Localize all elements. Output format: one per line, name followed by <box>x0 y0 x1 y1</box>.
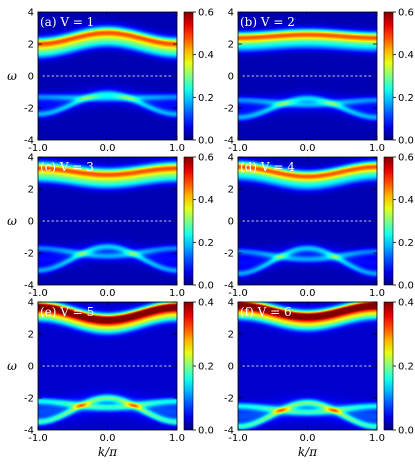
y-tick-label: 4 <box>228 298 234 309</box>
y-axis-label: ω <box>7 69 17 83</box>
panel-1: -4 -2 0 2 4 -1.0 0.0 1.0 (a) V = 1 ω 0.0 0.2 0.4 0.6 <box>7 8 214 155</box>
x-tick-label: 0.0 <box>100 288 116 299</box>
colorbar-tick-label: 0.4 <box>398 298 414 309</box>
panel-4: -4 -2 0 2 4 -1.0 0.0 1.0 (d) V = 4 0.0 0.2 0.4 0.6 <box>224 153 414 300</box>
y-tick-label: -2 <box>24 104 34 115</box>
panel-2: -4 -2 0 2 4 -1.0 0.0 1.0 (b) V = 2 0.0 0.2 0.4 0.6 <box>224 8 414 155</box>
x-tick-label: 0.0 <box>300 288 316 299</box>
panel-label: (c) V = 3 <box>40 160 94 174</box>
x-tick-label: 0.0 <box>100 433 116 444</box>
colorbar-tick-label: 0.2 <box>198 238 214 249</box>
x-tick-label: -1.0 <box>28 143 48 154</box>
y-tick-label: -2 <box>224 394 234 405</box>
y-tick-label: -4 <box>24 281 34 292</box>
y-tick-label: 4 <box>228 8 234 19</box>
colorbar-tick-label: 0.6 <box>398 8 414 19</box>
colorbar-tick-label: 0.2 <box>398 362 414 373</box>
x-tick-label: -1.0 <box>28 288 48 299</box>
y-tick-label: -4 <box>224 426 234 437</box>
y-tick-label: 2 <box>228 40 234 51</box>
x-tick-label: 1.0 <box>169 143 185 154</box>
y-tick-label: 4 <box>28 298 34 309</box>
colorbar-tick-label: 0.4 <box>198 50 214 61</box>
colorbar <box>183 301 194 431</box>
x-tick-label: -1.0 <box>228 288 248 299</box>
x-tick-label: 0.0 <box>100 143 116 154</box>
y-tick-label: -2 <box>24 394 34 405</box>
y-tick-label: 4 <box>228 153 234 164</box>
colorbar-tick-label: 0.6 <box>198 8 214 19</box>
colorbar-tick-label: 0.4 <box>398 50 414 61</box>
y-tick-label: -4 <box>24 426 34 437</box>
colorbar-tick-label: 0.2 <box>198 362 214 373</box>
panel-label: (b) V = 2 <box>240 15 295 29</box>
y-tick-label: -4 <box>24 136 34 147</box>
panel-3: -4 -2 0 2 4 -1.0 0.0 1.0 (c) V = 3 ω 0.0 0.2 0.4 0.6 <box>7 153 214 300</box>
y-tick-label: 4 <box>28 153 34 164</box>
panel-label: (f) V = 6 <box>240 305 292 319</box>
y-tick-label: 2 <box>228 330 234 341</box>
colorbar <box>383 11 394 141</box>
x-tick-label: 1.0 <box>369 288 385 299</box>
colorbar-tick-label: 0.0 <box>198 136 214 147</box>
colorbar <box>383 156 394 286</box>
colorbar-tick-label: 0.4 <box>198 298 214 309</box>
x-axis-label: k/π <box>98 445 118 459</box>
colorbar-tick-label: 0.0 <box>398 136 414 147</box>
y-axis-label: ω <box>7 214 17 228</box>
colorbar-tick-label: 0.0 <box>398 426 414 437</box>
y-tick-label: 0 <box>28 72 34 83</box>
y-tick-label: 0 <box>28 217 34 228</box>
y-tick-label: 0 <box>228 217 234 228</box>
colorbar-tick-label: 0.4 <box>398 195 414 206</box>
x-tick-label: 1.0 <box>369 433 385 444</box>
y-tick-label: 2 <box>28 185 34 196</box>
x-tick-label: 1.0 <box>169 433 185 444</box>
colorbar-tick-label: 0.0 <box>198 281 214 292</box>
x-tick-label: 1.0 <box>169 288 185 299</box>
panel-label: (a) V = 1 <box>40 15 94 29</box>
x-tick-label: -1.0 <box>228 143 248 154</box>
y-tick-label: 4 <box>28 8 34 19</box>
y-tick-label: 0 <box>228 362 234 373</box>
colorbar-tick-label: 0.0 <box>398 281 414 292</box>
colorbar-tick-label: 0.0 <box>198 426 214 437</box>
colorbar-tick-label: 0.2 <box>198 93 214 104</box>
x-tick-label: -1.0 <box>228 433 248 444</box>
x-tick-label: -1.0 <box>28 433 48 444</box>
colorbar <box>383 301 394 431</box>
x-tick-label: 0.0 <box>300 433 316 444</box>
y-tick-label: 0 <box>228 72 234 83</box>
x-tick-label: 0.0 <box>300 143 316 154</box>
y-tick-label: -2 <box>224 104 234 115</box>
y-tick-label: 2 <box>28 40 34 51</box>
panel-label: (d) V = 4 <box>240 160 295 174</box>
colorbar-tick-label: 0.2 <box>398 93 414 104</box>
x-axis-label: k/π <box>298 445 318 459</box>
x-tick-label: 1.0 <box>369 143 385 154</box>
colorbar-tick-label: 0.2 <box>398 238 414 249</box>
y-tick-label: 2 <box>228 185 234 196</box>
y-axis-label: ω <box>7 359 17 373</box>
colorbar-tick-label: 0.4 <box>198 195 214 206</box>
colorbar-tick-label: 0.6 <box>398 153 414 164</box>
y-tick-label: 2 <box>28 330 34 341</box>
colorbar <box>183 11 194 141</box>
y-tick-label: 0 <box>28 362 34 373</box>
y-tick-label: -2 <box>224 249 234 260</box>
colorbar <box>183 156 194 286</box>
y-tick-label: -4 <box>224 281 234 292</box>
panel-label: (e) V = 5 <box>40 305 94 319</box>
y-tick-label: -2 <box>24 249 34 260</box>
colorbar-tick-label: 0.6 <box>198 153 214 164</box>
y-tick-label: -4 <box>224 136 234 147</box>
